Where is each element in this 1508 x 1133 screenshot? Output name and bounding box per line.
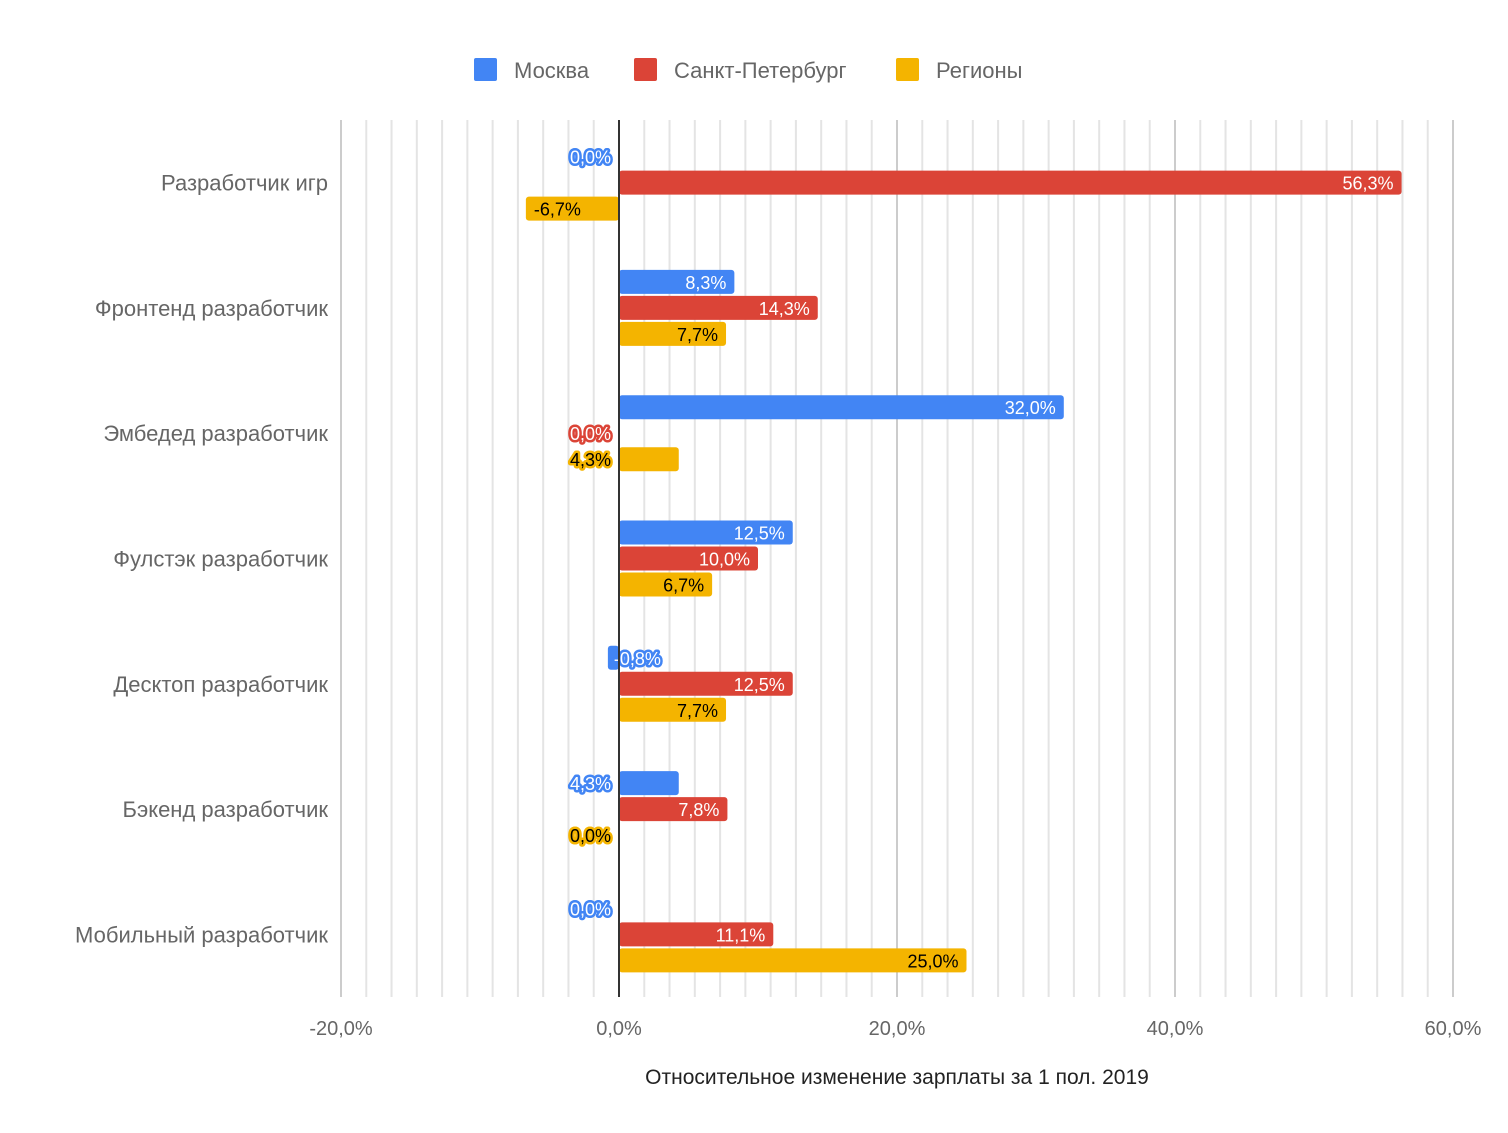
category-label: Фронтенд разработчик: [95, 296, 328, 321]
data-label: 7,8%: [678, 800, 719, 820]
legend-label: Москва: [514, 58, 590, 83]
legend-label: Санкт-Петербург: [674, 58, 847, 83]
data-label: 0,0%: [570, 899, 611, 919]
data-label: 0,0%: [570, 148, 611, 168]
data-label: -0,8%: [614, 649, 661, 669]
bar-1: [619, 546, 758, 571]
x-tick-labels: -20,0% 0,0% 20,0% 40,0% 60,0%: [309, 1018, 1481, 1040]
x-tick-label: 40,0%: [1147, 1018, 1204, 1040]
data-label: 12,5%: [734, 675, 785, 695]
category-label: Фулстэк разработчик: [113, 547, 328, 572]
data-label: 12,5%: [734, 524, 785, 544]
bar-2: [619, 572, 713, 597]
data-label: 4,3%: [570, 774, 611, 794]
bar-0: [607, 645, 619, 670]
data-label: 4,3%: [570, 450, 611, 470]
bars: 0,0% 56,3% -6,7% 8,3% 14,3% 7,7% 32,0% 0,0% 4,3%…: [525, 120, 1402, 997]
data-label: 56,3%: [1343, 174, 1394, 194]
data-label: 6,7%: [663, 576, 704, 596]
bar-1: [619, 797, 728, 822]
legend: Москва Санкт-Петербург Регионы: [474, 58, 1022, 83]
bar-1: [619, 671, 793, 696]
data-label: -6,7%: [534, 200, 581, 220]
bar-1: [619, 295, 818, 320]
bar-1: [619, 170, 1402, 195]
bar-1: [619, 922, 774, 947]
data-label: 7,7%: [677, 325, 718, 345]
category-label: Десктоп разработчик: [113, 672, 328, 697]
x-tick-label: -20,0%: [309, 1018, 373, 1040]
bar-0: [619, 269, 735, 294]
bar-0: [619, 520, 793, 545]
bar-2: [525, 196, 619, 221]
legend-swatch: [896, 58, 919, 81]
x-axis-label: Относительное изменение зарплаты за 1 по…: [645, 1066, 1149, 1089]
data-label: 11,1%: [716, 925, 766, 945]
bar-0: [619, 395, 1064, 420]
category-labels: Разработчик игр Фронтенд разработчик Эмбед…: [75, 171, 328, 948]
category-label: Бэкенд разработчик: [123, 797, 329, 822]
x-tick-label: 60,0%: [1425, 1018, 1482, 1040]
bar-0: [619, 771, 679, 796]
data-label: 0,0%: [570, 826, 611, 846]
gridlines: [340, 120, 1454, 997]
legend-swatch: [474, 58, 497, 81]
bar-2: [619, 697, 727, 722]
legend-swatch: [634, 58, 657, 81]
category-label: Разработчик игр: [161, 171, 328, 196]
bar-2: [619, 321, 727, 346]
data-label: 7,7%: [677, 701, 718, 721]
data-label: 10,0%: [699, 550, 750, 570]
category-label: Мобильный разработчик: [75, 922, 328, 947]
data-label: 0,0%: [570, 424, 611, 444]
bar-2: [619, 948, 967, 973]
x-tick-label: 20,0%: [869, 1018, 926, 1040]
data-label: 25,0%: [907, 951, 958, 971]
data-label: 14,3%: [759, 299, 810, 319]
category-label: Эмбедед разработчик: [103, 421, 328, 446]
data-label: 32,0%: [1005, 398, 1056, 418]
bar-2: [619, 447, 679, 472]
legend-label: Регионы: [936, 58, 1022, 83]
data-label: 8,3%: [685, 273, 726, 293]
x-tick-label: 0,0%: [596, 1018, 642, 1040]
